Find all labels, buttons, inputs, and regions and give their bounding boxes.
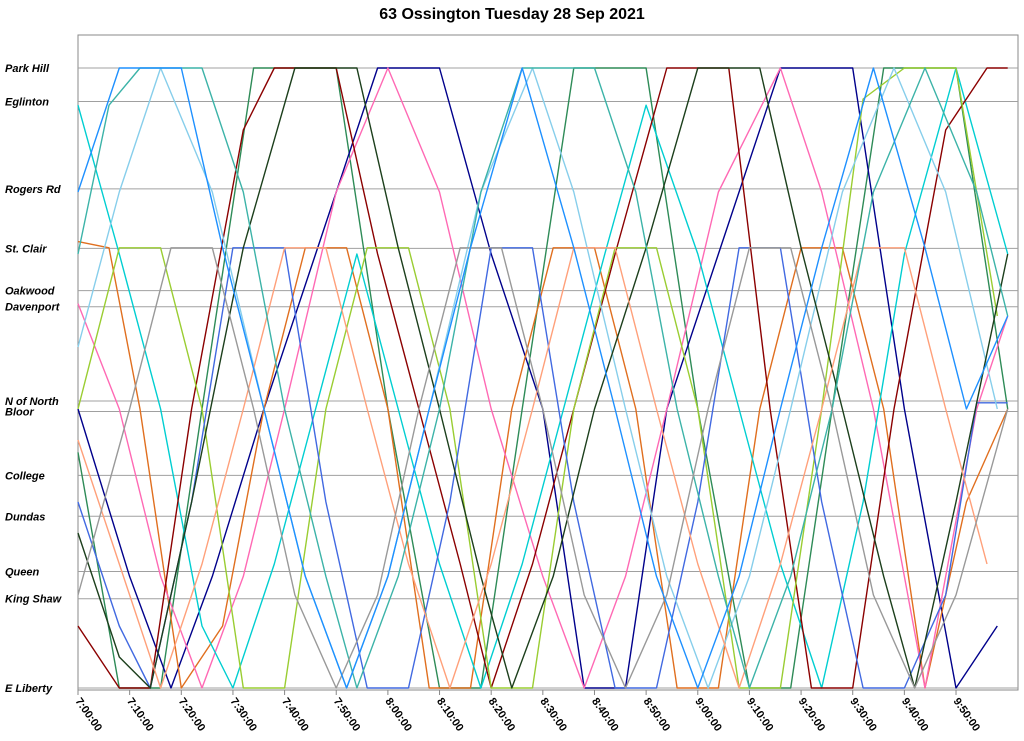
vehicle-trajectory-line	[77, 67, 1009, 689]
x-tick-label: 8:00:00	[382, 696, 414, 734]
x-tick-label: 9:00:00	[692, 696, 724, 734]
stop-label: E Liberty	[5, 683, 53, 695]
stop-label: College	[5, 470, 45, 482]
x-tick-labels: 7:00:00 7:10:00 7:20:00 7:30:00 7:40:00 7:50:…	[73, 690, 983, 734]
vehicle-trajectory-line	[77, 67, 998, 689]
stop-label: Dundas	[5, 511, 45, 523]
stop-label: N of North	[5, 396, 59, 408]
series-group	[77, 67, 1009, 689]
vehicle-trajectory-line	[77, 67, 1009, 689]
x-tick-label: 7:20:00	[176, 696, 208, 734]
stop-label: St. Clair	[5, 243, 47, 255]
stop-label: Davenport	[5, 302, 61, 314]
x-tick-label: 7:30:00	[227, 696, 259, 734]
x-tick-label: 9:40:00	[899, 696, 931, 734]
stop-label: Oakwood	[5, 286, 55, 298]
vehicle-trajectory-line	[77, 247, 988, 689]
stop-label: Queen	[5, 566, 40, 578]
chart-title: 63 Ossington Tuesday 28 Sep 2021	[379, 6, 645, 23]
x-tick-label: 8:40:00	[589, 696, 621, 734]
x-tick-label: 9:50:00	[951, 696, 983, 734]
x-tick-label: 8:10:00	[434, 696, 466, 734]
vehicle-trajectory-line	[77, 67, 1008, 689]
stop-label: King Shaw	[5, 594, 63, 606]
vehicle-trajectory-line	[77, 67, 1009, 689]
x-tick-label: 7:50:00	[331, 696, 363, 734]
x-tick-label: 7:00:00	[73, 696, 105, 734]
x-tick-label: 9:30:00	[847, 696, 879, 734]
x-tick-label: 8:30:00	[537, 696, 569, 734]
vehicle-trajectory-line	[77, 240, 1009, 689]
stop-label: Bloor	[5, 406, 34, 418]
stop-label: Park Hill	[5, 63, 50, 75]
x-tick-label: 8:20:00	[486, 696, 518, 734]
x-tick-label: 8:50:00	[641, 696, 673, 734]
x-tick-label: 7:10:00	[124, 696, 156, 734]
vehicle-trajectory-line	[77, 247, 1009, 689]
stop-labels: Park Hill Eglinton Rogers Rd St. Clair Oakwo…	[5, 63, 63, 695]
stop-label: Eglinton	[5, 96, 49, 108]
x-tick-label: 9:10:00	[744, 696, 776, 734]
x-tick-label: 9:20:00	[796, 696, 828, 734]
vehicle-trajectory-line	[77, 67, 1009, 689]
stop-label: Rogers Rd	[5, 184, 61, 196]
x-tick-label: 7:40:00	[279, 696, 311, 734]
vehicle-trajectory-line	[77, 247, 1008, 689]
